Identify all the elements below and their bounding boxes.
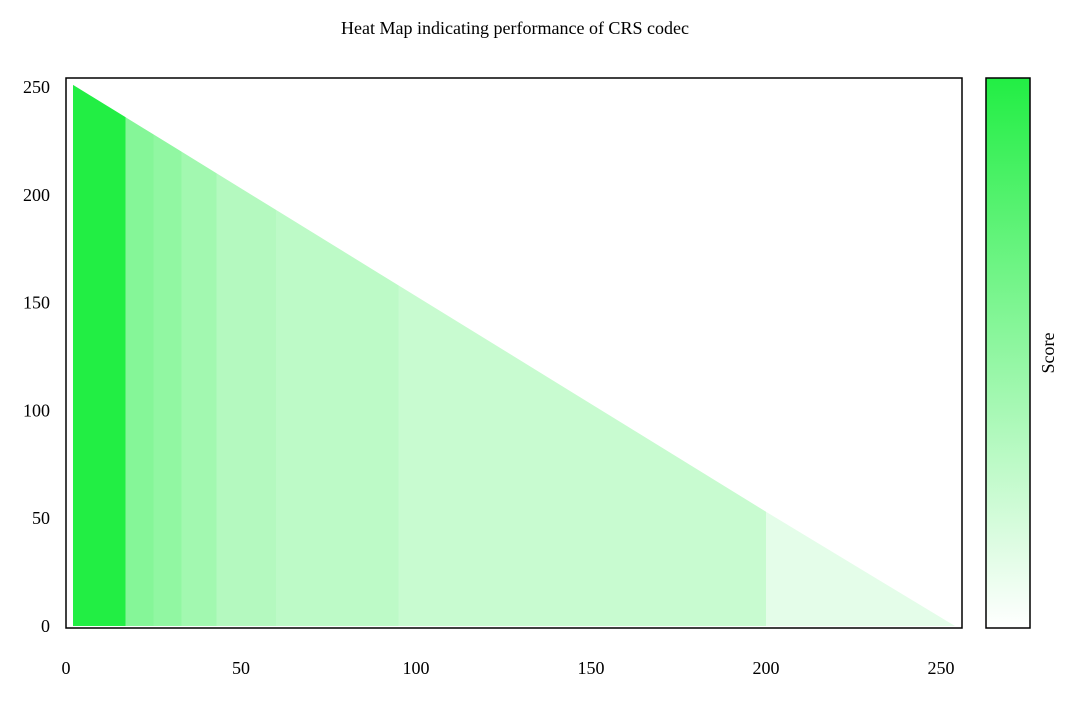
heatmap-band-3 [181, 151, 217, 626]
y-tick-label: 100 [23, 400, 50, 420]
heatmap-band-0 [73, 84, 126, 627]
colorbar [985, 77, 1031, 629]
chart-title: Heat Map indicating performance of CRS c… [341, 18, 689, 38]
colorbar-label: Score [1038, 332, 1058, 373]
x-tick-label: 100 [403, 658, 430, 678]
heatmap-band-6 [398, 285, 766, 626]
heatmap-band-4 [216, 173, 276, 627]
x-tick-label: 150 [578, 658, 605, 678]
plot-frame [65, 77, 963, 629]
x-tick-label: 50 [232, 658, 250, 678]
y-axis: 0 50 100 150 200 250 [23, 77, 50, 636]
y-tick-label: 0 [41, 616, 50, 636]
y-tick-label: 200 [23, 185, 50, 205]
heatmap-cells [73, 84, 955, 627]
y-tick-label: 150 [23, 293, 50, 313]
heatmap-band-2 [153, 134, 182, 626]
heatmap-band-7 [766, 511, 955, 626]
x-tick-label: 200 [753, 658, 780, 678]
y-tick-label: 50 [32, 508, 50, 528]
y-tick-label: 250 [23, 77, 50, 97]
heatmap-band-5 [276, 209, 399, 626]
x-tick-label: 250 [928, 658, 955, 678]
heatmap-band-1 [125, 117, 154, 627]
x-tick-label: 0 [62, 658, 71, 678]
x-axis: 0 50 100 150 200 250 [62, 658, 955, 678]
